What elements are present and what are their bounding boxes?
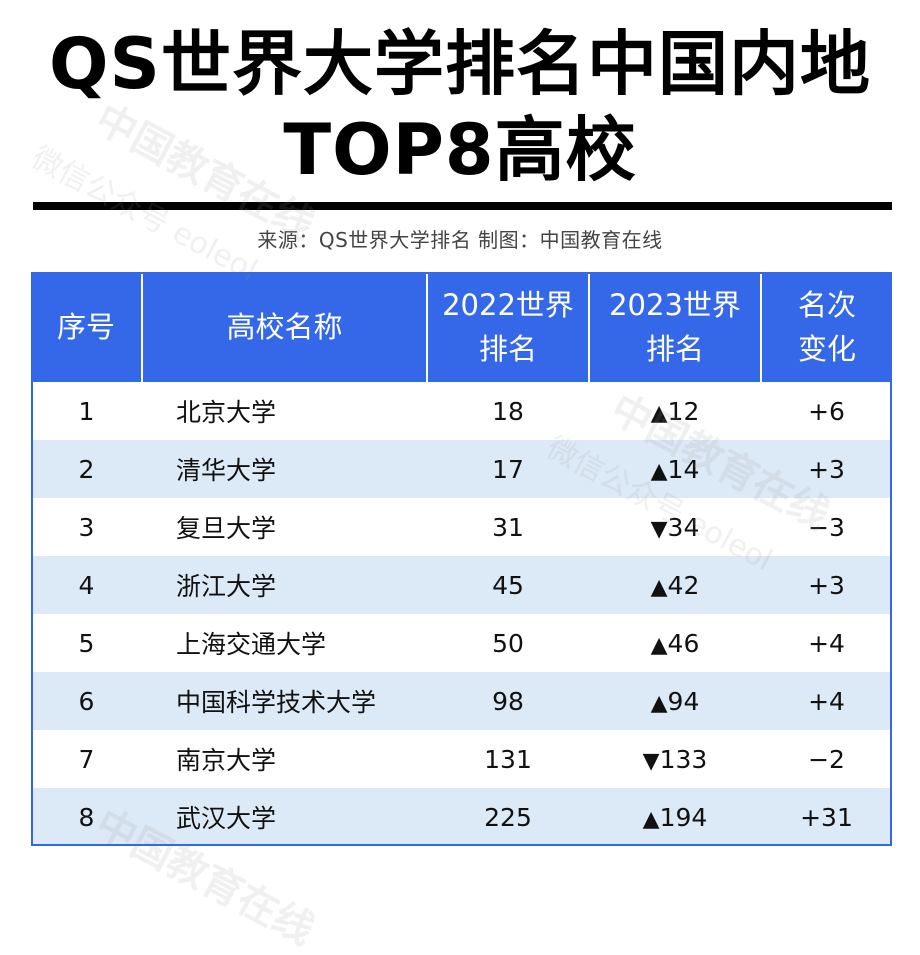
column-header: 2023世界 排名 [588,272,761,382]
column-header: 序号 [31,272,142,382]
header-row: 序号 高校名称 2022世界 排名 2023世界 排名 名次 变化 [31,272,892,382]
triangle-down-icon: ▼ [642,748,660,774]
rank-2022-cell: 225 [427,788,589,846]
column-header-text: 排名 [478,332,537,366]
rank-2023-cell: ▲14 [589,440,761,498]
rank-2023-value: 42 [667,570,700,600]
rank-change-cell: +6 [761,382,892,440]
rank-2023-cell: ▲194 [589,788,761,846]
rank-2023-cell: ▼133 [589,730,761,788]
rank-2022-cell: 31 [427,498,589,556]
rank-change-cell: −3 [761,498,892,556]
university-name-cell: 上海交通大学 [142,614,427,672]
rank-2023-cell: ▲94 [589,672,761,730]
university-name-cell: 南京大学 [142,730,427,788]
rank-change-cell: +3 [761,440,892,498]
rank-2023-value: 133 [659,744,708,774]
source-caption: 来源：QS世界大学排名 制图：中国教育在线 [257,228,663,252]
ranking-table: 序号 高校名称 2022世界 排名 2023世界 排名 名次 变化 1 北京大学 18 ▲12 +6 2… [31,272,892,846]
chart-title-line-2: TOP8高校 [283,109,637,191]
triangle-up-icon: ▲ [650,574,668,600]
rank-2022-cell: 45 [427,556,589,614]
triangle-up-icon: ▲ [642,806,660,832]
title-divider [33,202,892,210]
rank-change-cell: +4 [761,614,892,672]
column-header-text: 序号 [56,310,115,344]
row-index-cell: 6 [31,672,142,730]
row-index-cell: 8 [31,788,142,846]
triangle-down-icon: ▼ [650,516,668,542]
table-row: 1 北京大学 18 ▲12 +6 [31,382,892,440]
row-index-cell: 2 [31,440,142,498]
rank-2022-cell: 17 [427,440,589,498]
column-header: 名次 变化 [760,272,892,382]
table-row: 3 复旦大学 31 ▼34 −3 [31,498,892,556]
rank-2023-value: 194 [659,802,708,832]
column-header-text: 排名 [645,332,704,366]
university-name-cell: 浙江大学 [142,556,427,614]
table-row: 2 清华大学 17 ▲14 +3 [31,440,892,498]
rank-2023-value: 34 [667,512,700,542]
table-row: 5 上海交通大学 50 ▲46 +4 [31,614,892,672]
triangle-up-icon: ▲ [650,458,668,484]
rank-2022-cell: 18 [427,382,589,440]
rank-2023-cell: ▲12 [589,382,761,440]
rank-2023-value: 46 [667,628,700,658]
table-body: 1 北京大学 18 ▲12 +6 2 清华大学 17 ▲14 +3 3 复旦大学 31 ▼34 −3 4 浙江大… [31,382,892,846]
rank-2023-value: 14 [667,454,700,484]
column-header-text: 高校名称 [226,310,343,344]
chart-title-line-1: QS世界大学排名中国内地 [49,23,871,105]
table-header: 序号 高校名称 2022世界 排名 2023世界 排名 名次 变化 [31,272,892,382]
university-name-cell: 复旦大学 [142,498,427,556]
rank-change-cell: +31 [761,788,892,846]
row-index-cell: 5 [31,614,142,672]
rank-change-cell: −2 [761,730,892,788]
triangle-up-icon: ▲ [650,690,668,716]
row-index-cell: 4 [31,556,142,614]
table-row: 7 南京大学 131 ▼133 −2 [31,730,892,788]
rank-2023-cell: ▲46 [589,614,761,672]
rank-2022-cell: 131 [427,730,589,788]
column-header-text: 2023世界 [609,288,741,322]
column-header: 2022世界 排名 [426,272,589,382]
column-header-text: 名次 [797,288,856,322]
university-name-cell: 清华大学 [142,440,427,498]
university-name-cell: 武汉大学 [142,788,427,846]
rank-change-cell: +4 [761,672,892,730]
column-header-text: 2022世界 [442,288,574,322]
column-header: 高校名称 [141,272,427,382]
table-row: 4 浙江大学 45 ▲42 +3 [31,556,892,614]
rank-2022-cell: 98 [427,672,589,730]
rank-2022-cell: 50 [427,614,589,672]
rank-change-cell: +3 [761,556,892,614]
rank-2023-cell: ▼34 [589,498,761,556]
row-index-cell: 1 [31,382,142,440]
triangle-up-icon: ▲ [650,400,668,426]
row-index-cell: 3 [31,498,142,556]
rank-2023-cell: ▲42 [589,556,761,614]
rank-2023-value: 94 [667,686,700,716]
column-header-text: 变化 [797,332,856,366]
triangle-up-icon: ▲ [650,632,668,658]
table-row: 8 武汉大学 225 ▲194 +31 [31,788,892,846]
university-name-cell: 北京大学 [142,382,427,440]
university-name-cell: 中国科学技术大学 [142,672,427,730]
row-index-cell: 7 [31,730,142,788]
table-row: 6 中国科学技术大学 98 ▲94 +4 [31,672,892,730]
rank-2023-value: 12 [667,396,700,426]
